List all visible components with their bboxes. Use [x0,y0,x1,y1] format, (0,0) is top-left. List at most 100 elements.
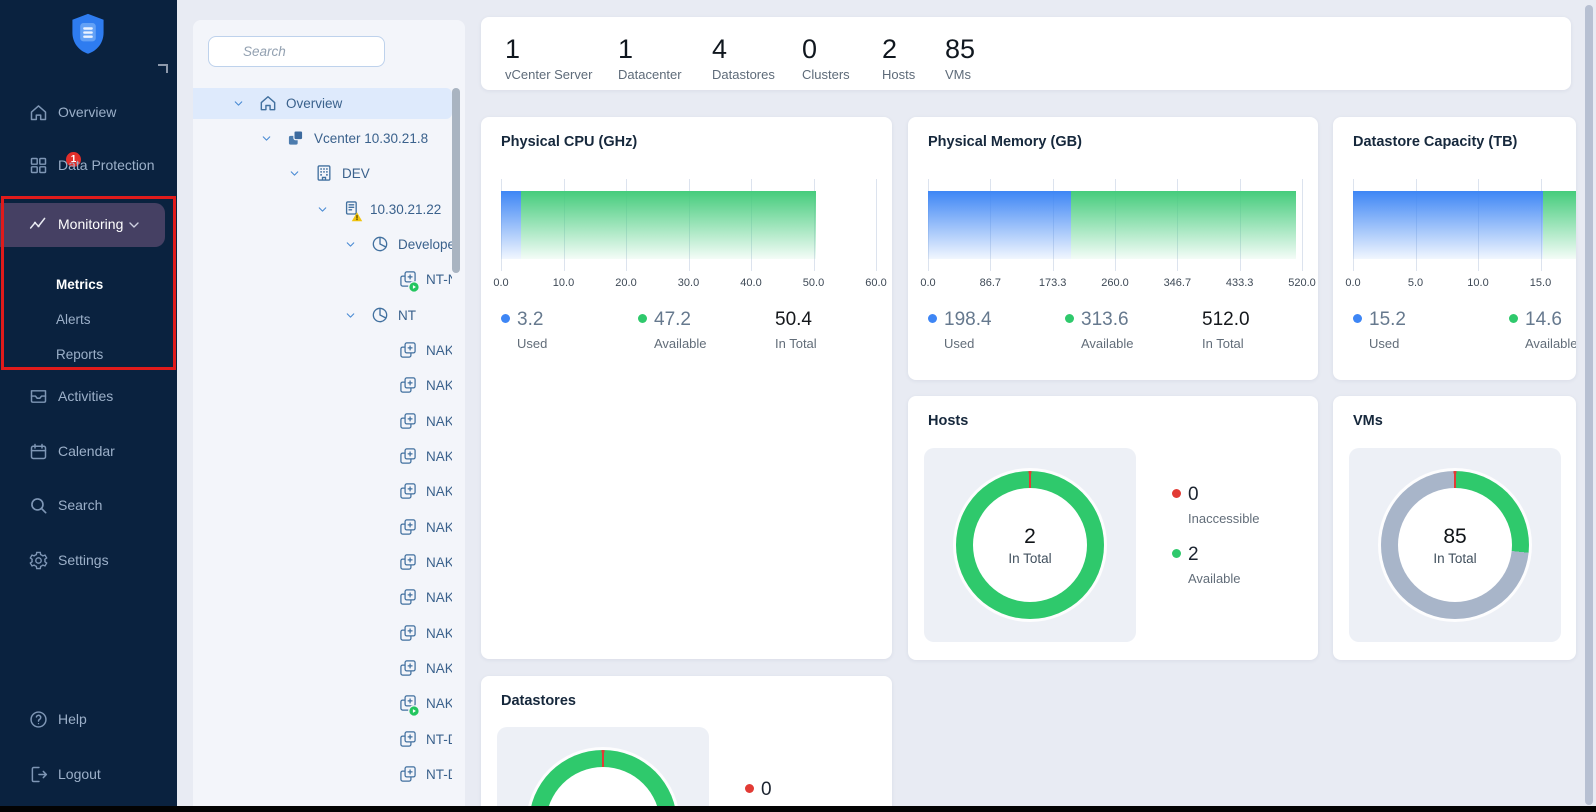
bar-used [1353,191,1543,259]
vm-icon [398,623,418,643]
legend-value-row: 2 [1172,544,1241,566]
bar-chart-datastore: 0.05.010.015.020.025.030.0 [1345,179,1576,304]
sidebar-item-overview[interactable]: Overview [0,95,177,131]
sidebar-item-data-protection[interactable]: 1 Data Protection [0,148,177,184]
tree-node-label: NAKIV [426,555,452,571]
tree-node-label: NT-NA [426,272,452,288]
summary-stats-card: 1 vCenter Server 1 Datacenter 4 Datastores 0 Cl… [481,17,1571,90]
legend-used: 198.4 Used [928,309,992,351]
bar-track [1353,191,1576,259]
legend-in-total: 50.4 In Total [775,309,817,351]
card-title: Physical CPU (GHz) [501,134,638,150]
tree-node-label: NT [398,307,416,323]
tree-node-nt-de[interactable]: NT-De [193,724,452,755]
datastore-capacity-card: Datastore Capacity (TB) 0.05.010.015.020… [1333,117,1576,380]
chevron-down-icon[interactable] [316,203,329,216]
chevron-down-icon[interactable] [232,97,245,110]
bar-used [928,191,1071,259]
running-badge-icon [408,280,420,294]
sidebar-item-calendar[interactable]: Calendar [0,434,177,470]
axis-tick-label: 0.0 [493,277,509,289]
tree-node-overview[interactable]: Overview [193,87,452,119]
card-title: VMs [1353,413,1383,429]
sidebar-subitem-alerts[interactable]: Alerts [0,305,177,335]
tree-node-label: NT-De [426,731,452,747]
main-scrollbar[interactable] [1585,5,1593,805]
tree-node-nakiv[interactable]: NAKIV [193,582,452,613]
warning-icon [351,210,363,221]
legend-dot-green [1172,549,1181,558]
physical-cpu-card: Physical CPU (GHz) 0.0 10.0 20.0 30.0 40.0 50… [481,117,892,659]
legend-value-row: 14.6 [1509,309,1576,331]
sidebar-subitem-metrics[interactable]: Metrics [0,270,177,300]
chevron-down-icon[interactable] [260,132,273,145]
donut-center-label: In Total [1433,550,1477,566]
sidebar-item-label: Logout [58,766,101,782]
tree-node-nakiv[interactable]: NAKIV [193,618,452,649]
sidebar-item-help[interactable]: Help [0,702,177,738]
tree-node-10-30-21-22[interactable]: 10.30.21.22 [193,194,452,225]
legend-value: 0 [761,779,772,800]
search-icon [28,495,49,516]
tree-search-input[interactable] [208,36,385,67]
tree-node-dev[interactable]: DEV [193,158,452,189]
stat-hosts: 2 Hosts [882,34,945,82]
gear-icon [28,550,49,571]
vm-icon [398,481,418,501]
building-icon [314,163,334,183]
notification-badge: 1 [66,152,81,167]
sidebar-item-label: Activities [58,388,114,404]
gridline [1302,179,1303,271]
vm-icon [398,411,418,431]
stat-label: Clusters [802,67,850,82]
chevron-down-icon[interactable] [344,309,357,322]
axis-tick-label: 10.0 [552,277,575,289]
tree-node-nakiv[interactable]: NAKIV [193,441,452,472]
sidebar-item-search[interactable]: Search [0,488,177,524]
tree-node-nakiv[interactable]: NAKIV [193,406,452,437]
sidebar-item-monitoring[interactable]: Monitoring [0,203,165,247]
tree-node-label: NAKIV [426,449,452,464]
chevron-down-icon[interactable] [344,238,357,251]
legend-value-row: 313.6 [1065,309,1134,331]
tree-node-developers[interactable]: Developers [193,229,452,260]
axis-tick-label: 0.0 [1345,277,1361,289]
host-warning-icon [342,199,363,221]
donut-ring-hosts: 2 In Total [956,471,1104,619]
sidebar-item-logout[interactable]: Logout [0,757,177,793]
axis-tick-label: 173.3 [1038,277,1067,289]
sidebar-subitem-reports[interactable]: Reports [0,340,177,370]
sidebar-item-label: Monitoring [58,216,124,232]
bar-chart-memory: 0.0 86.7 173.3 260.0 346.7 433.3 520.0 [920,179,1316,304]
tree-node-nt[interactable]: NT [193,300,452,331]
calendar-icon [28,441,49,462]
sidebar-item-activities[interactable]: Activities [0,379,177,415]
legend-value: 313.6 [1081,309,1129,330]
sidebar-subitem-label: Alerts [56,312,91,327]
tree-node-nakiv[interactable]: NAKIV [193,335,452,366]
tree-node-nakiv[interactable]: NAKIV [193,512,452,543]
collapse-panel-icon[interactable] [158,64,168,73]
tree-node-nt-na[interactable]: NT-NA [193,264,452,295]
app-logo-shield-icon [66,12,110,62]
legend-value: 15.2 [1369,309,1406,330]
vm-icon [398,517,418,537]
sidebar-item-settings[interactable]: Settings [0,543,177,579]
tree-node-nakiv[interactable]: NAKIV [193,653,452,684]
gridline [876,179,877,271]
tree-node-nakiv[interactable]: NAKIV [193,370,452,401]
tree-node-nt-de[interactable]: NT-De [193,759,452,790]
tree-node-nakiv[interactable]: NAKIV [193,688,452,719]
stat-label: Datacenter [618,67,682,82]
help-icon [28,709,49,730]
sidebar-subitem-label: Reports [56,347,104,362]
tree-node-nakiv[interactable]: NAKIV [193,476,452,507]
bar-available [521,191,816,259]
tree-scrollbar[interactable] [452,88,460,273]
chevron-down-icon[interactable] [288,167,301,180]
chevron-down-icon [126,217,142,233]
tree-node-nakiv[interactable]: NAKIV [193,547,452,578]
vm-icon [398,446,418,466]
tree-node-vcenter-10-30-21-8[interactable]: Vcenter 10.30.21.8 [193,123,452,154]
